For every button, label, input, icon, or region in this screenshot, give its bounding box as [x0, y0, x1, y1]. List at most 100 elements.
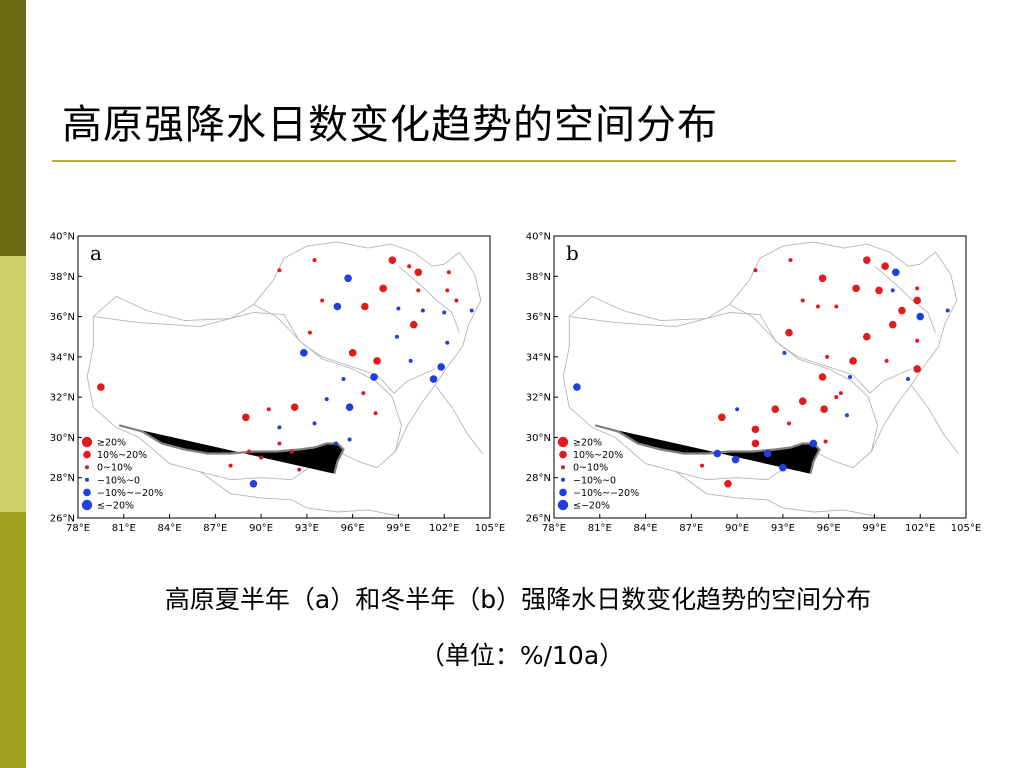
province-border: [398, 265, 460, 333]
station-dot: [277, 425, 282, 430]
station-dot: [348, 349, 357, 357]
station-dot: [834, 395, 839, 400]
station-dot: [300, 349, 308, 357]
legend-label: 10%~20%: [97, 450, 147, 461]
x-tick-label: 81°E: [588, 523, 612, 534]
legend-label: −10%~−20%: [97, 488, 163, 499]
station-dot: [409, 320, 418, 329]
station-dot: [445, 340, 450, 345]
legend-dot: [559, 450, 567, 459]
station-dot: [320, 298, 325, 303]
station-dot: [345, 403, 354, 412]
y-tick-label: 26°N: [50, 514, 75, 525]
legend-dot: [83, 488, 91, 497]
y-tick-label: 32°N: [50, 393, 75, 404]
station-dot: [825, 354, 830, 359]
station-dot: [307, 330, 312, 335]
title-underline: [52, 160, 956, 162]
station-dot: [361, 302, 369, 311]
legend-dot: [561, 465, 565, 470]
station-dot: [454, 298, 459, 303]
station-dot: [913, 365, 921, 373]
station-dot: [888, 320, 897, 329]
figure-caption: 高原夏半年（a）和冬半年（b）强降水日数变化趋势的空间分布: [164, 585, 872, 614]
country-border: [199, 471, 399, 517]
station-dot: [838, 391, 843, 396]
station-dot: [945, 308, 950, 313]
legend-dot: [83, 450, 91, 459]
station-dot: [751, 439, 760, 448]
x-tick-label: 87°E: [679, 523, 703, 534]
y-tick-label: 30°N: [526, 433, 551, 444]
x-tick-label: 78°E: [542, 523, 566, 534]
station-dot: [753, 268, 758, 273]
province-border: [434, 384, 483, 454]
station-dot: [763, 449, 772, 458]
station-dot: [249, 479, 258, 488]
station-dot: [259, 455, 264, 460]
station-dot: [396, 306, 401, 311]
station-dot: [277, 441, 282, 446]
station-dot: [881, 262, 889, 271]
station-dot: [97, 383, 105, 391]
station-dot: [884, 358, 889, 363]
station-dot: [420, 308, 425, 313]
y-tick-label: 26°N: [526, 514, 551, 525]
station-dot: [324, 397, 329, 402]
station-dot: [731, 455, 740, 464]
station-dot: [290, 403, 299, 412]
x-tick-label: 105°E: [951, 523, 981, 534]
station-dot: [913, 296, 921, 305]
station-dot: [370, 373, 378, 381]
station-dot: [407, 264, 412, 269]
station-dot: [916, 312, 925, 321]
station-dot: [815, 304, 820, 309]
country-border: [675, 471, 875, 517]
legend-dot: [557, 436, 569, 448]
y-tick-label: 38°N: [50, 272, 75, 283]
station-dot: [289, 449, 294, 454]
legend-label: 0~10%: [97, 463, 132, 474]
station-dot: [341, 377, 346, 382]
station-dot: [277, 268, 282, 273]
map-frame: [553, 235, 967, 519]
map-panel-b: 78°E 81°E 84°E 87°E 90°E 93°E 96°E 99°E 102°E 105…: [508, 228, 1008, 536]
x-tick-label: 84°E: [634, 523, 658, 534]
station-dot: [442, 310, 447, 315]
station-dot: [724, 479, 732, 488]
station-dot: [469, 308, 474, 313]
station-dot: [242, 413, 250, 422]
station-dot: [573, 383, 581, 391]
station-dot: [782, 350, 787, 355]
side-bar-middle: [0, 256, 26, 512]
station-dot: [408, 358, 413, 363]
x-tick-label: 90°E: [249, 523, 273, 534]
x-tick-label: 96°E: [817, 523, 841, 534]
station-dot: [379, 284, 387, 293]
station-dot: [312, 258, 317, 263]
station-dot: [915, 286, 920, 291]
station-dot: [849, 357, 857, 365]
station-dot: [779, 463, 787, 472]
province-border: [253, 304, 436, 394]
station-dot: [809, 439, 818, 448]
station-dot: [906, 377, 911, 382]
map-svg: 78°E 81°E 84°E 87°E 90°E 93°E 96°E 99°E 102°E 105…: [526, 232, 981, 535]
x-tick-label: 81°E: [112, 523, 136, 534]
station-dot: [333, 441, 338, 446]
legend-dot: [81, 499, 93, 511]
station-dot: [394, 334, 399, 339]
y-tick-label: 30°N: [50, 433, 75, 444]
x-tick-label: 102°E: [905, 523, 935, 534]
legend-label: 10%~20%: [573, 450, 623, 461]
station-dot: [818, 274, 827, 283]
station-dot: [246, 449, 251, 454]
x-tick-label: 90°E: [725, 523, 749, 534]
station-dot: [863, 256, 871, 264]
station-dot: [361, 391, 366, 396]
station-dot: [373, 411, 378, 416]
station-dot: [445, 288, 450, 293]
station-dot: [898, 306, 906, 315]
y-tick-label: 40°N: [50, 232, 75, 243]
station-dot: [820, 405, 828, 414]
